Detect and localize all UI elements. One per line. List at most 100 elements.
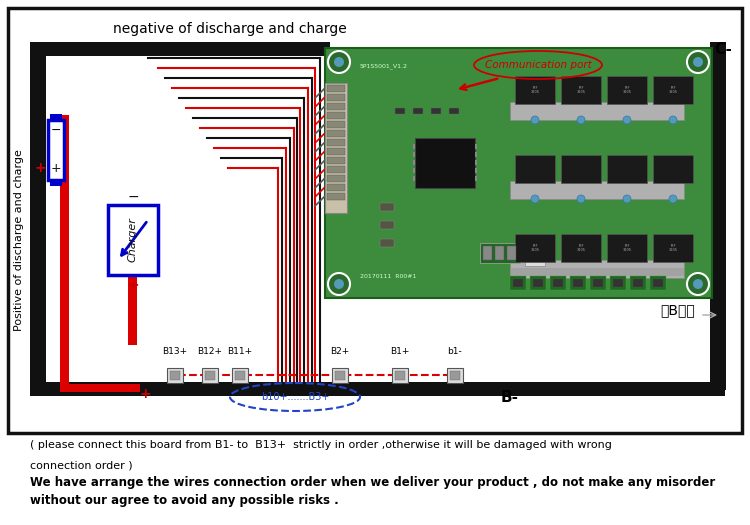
- Bar: [205, 371, 215, 380]
- Bar: [561, 76, 601, 104]
- Text: IRF
3205: IRF 3205: [530, 86, 539, 94]
- Bar: [327, 184, 345, 191]
- Bar: [332, 368, 348, 383]
- Text: C-: C-: [714, 43, 732, 58]
- Text: IRF
3205: IRF 3205: [577, 244, 586, 253]
- Bar: [327, 166, 345, 173]
- Text: −: −: [128, 190, 139, 204]
- Circle shape: [623, 195, 631, 203]
- Bar: [510, 260, 684, 278]
- Bar: [510, 181, 684, 199]
- Bar: [590, 276, 606, 290]
- Text: −: −: [51, 123, 62, 136]
- Text: IRF
3205: IRF 3205: [668, 244, 677, 253]
- Text: （B－）: （B－）: [661, 303, 695, 317]
- Bar: [8, 8, 742, 433]
- Bar: [607, 155, 647, 183]
- Text: B2+: B2+: [330, 347, 350, 356]
- Bar: [327, 121, 345, 128]
- Text: B11+: B11+: [227, 347, 253, 356]
- Bar: [475, 168, 477, 173]
- Bar: [607, 76, 647, 104]
- Bar: [413, 152, 415, 157]
- Bar: [50, 180, 62, 186]
- Text: B1+: B1+: [390, 347, 410, 356]
- Bar: [475, 152, 477, 157]
- Bar: [710, 42, 726, 390]
- Text: b1-: b1-: [448, 347, 462, 356]
- Bar: [235, 371, 245, 380]
- Bar: [202, 368, 218, 383]
- Circle shape: [328, 51, 350, 73]
- Text: 5P1S5001_V1.2: 5P1S5001_V1.2: [360, 63, 408, 69]
- Bar: [327, 139, 345, 146]
- Text: without our agree to avoid any possible risks .: without our agree to avoid any possible …: [30, 494, 339, 507]
- Bar: [415, 138, 475, 188]
- Bar: [60, 384, 140, 392]
- Bar: [413, 144, 415, 149]
- Circle shape: [687, 273, 709, 295]
- Bar: [327, 148, 345, 155]
- Bar: [167, 368, 183, 383]
- Bar: [570, 276, 586, 290]
- Text: B-: B-: [501, 390, 519, 404]
- Text: 20170111  R00#1: 20170111 R00#1: [360, 274, 416, 278]
- Text: +: +: [140, 387, 151, 401]
- Bar: [170, 371, 180, 380]
- Bar: [610, 276, 626, 290]
- Text: Positive of discharge and charge: Positive of discharge and charge: [14, 149, 24, 331]
- Bar: [449, 108, 459, 114]
- Bar: [607, 234, 647, 262]
- Bar: [60, 115, 69, 390]
- Bar: [380, 239, 394, 247]
- Bar: [327, 193, 345, 200]
- Bar: [327, 112, 345, 119]
- Circle shape: [531, 195, 539, 203]
- Bar: [327, 130, 345, 137]
- Bar: [653, 155, 693, 183]
- Bar: [650, 276, 666, 290]
- Bar: [561, 234, 601, 262]
- Bar: [573, 279, 583, 287]
- Text: +: +: [34, 161, 46, 175]
- Circle shape: [334, 57, 344, 67]
- Text: We have arrange the wires connection order when we deliver your product , do not: We have arrange the wires connection ord…: [30, 476, 715, 489]
- Bar: [327, 103, 345, 110]
- Bar: [447, 368, 463, 383]
- Text: ( please connect this board from B1- to  B13+  strictly in order ,otherwise it w: ( please connect this board from B1- to …: [30, 440, 612, 450]
- Bar: [515, 155, 555, 183]
- Bar: [413, 108, 423, 114]
- Circle shape: [693, 279, 703, 289]
- Circle shape: [531, 116, 539, 124]
- Circle shape: [334, 279, 344, 289]
- Bar: [395, 108, 405, 114]
- Text: B12+: B12+: [197, 347, 223, 356]
- Bar: [515, 76, 555, 104]
- Text: +: +: [128, 278, 139, 292]
- Text: IRF
3205: IRF 3205: [577, 86, 586, 94]
- Text: Communication port: Communication port: [484, 60, 591, 70]
- Text: IRF
3205: IRF 3205: [622, 244, 632, 253]
- Bar: [232, 368, 248, 383]
- Circle shape: [577, 195, 585, 203]
- Bar: [495, 246, 504, 260]
- Bar: [110, 207, 156, 273]
- Bar: [653, 279, 663, 287]
- Bar: [613, 279, 623, 287]
- Bar: [413, 160, 415, 165]
- Text: b10+.......B3+: b10+.......B3+: [261, 392, 329, 402]
- Text: IRF
3205: IRF 3205: [668, 86, 677, 94]
- Bar: [593, 279, 603, 287]
- Bar: [325, 83, 347, 213]
- Bar: [30, 382, 725, 396]
- Bar: [483, 246, 492, 260]
- Bar: [507, 246, 516, 260]
- Circle shape: [669, 195, 677, 203]
- Bar: [553, 279, 563, 287]
- Bar: [431, 108, 441, 114]
- Bar: [392, 368, 408, 383]
- Bar: [513, 279, 523, 287]
- Bar: [335, 371, 345, 380]
- Bar: [327, 85, 345, 92]
- Circle shape: [669, 116, 677, 124]
